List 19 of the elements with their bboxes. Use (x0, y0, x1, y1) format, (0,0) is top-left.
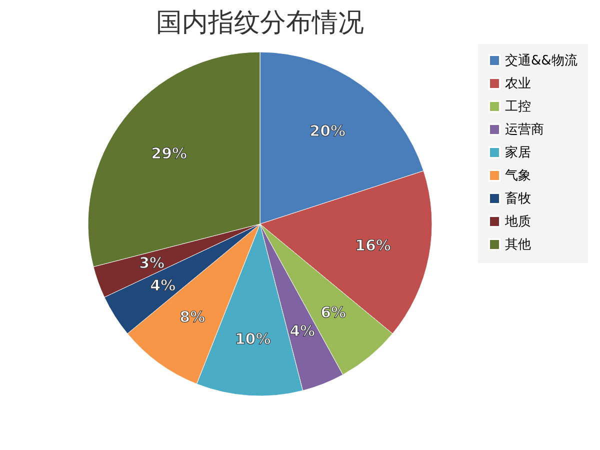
data-label: 8% (180, 308, 206, 326)
data-label: 10% (234, 330, 271, 348)
data-label: 16% (355, 236, 391, 255)
legend-label: 气象 (505, 168, 531, 184)
data-label: 29% (151, 144, 188, 163)
legend-label: 畜牧 (505, 190, 531, 206)
data-label: 4% (150, 276, 176, 295)
legend-label: 农业 (505, 76, 531, 92)
chart-title: 国内指纹分布情况 (156, 8, 364, 38)
legend-label: 地质 (504, 214, 531, 230)
data-label: 20% (310, 122, 346, 140)
legend-label: 运营商 (505, 122, 544, 138)
data-label: 4% (290, 322, 316, 340)
legend-label: 其他 (505, 238, 531, 252)
legend-label: 工控 (505, 100, 531, 114)
legend-label: 家居 (505, 144, 531, 160)
legend-label: 交通&&物流 (505, 52, 578, 68)
data-label: 6% (320, 304, 346, 322)
data-label: 3% (139, 254, 165, 272)
